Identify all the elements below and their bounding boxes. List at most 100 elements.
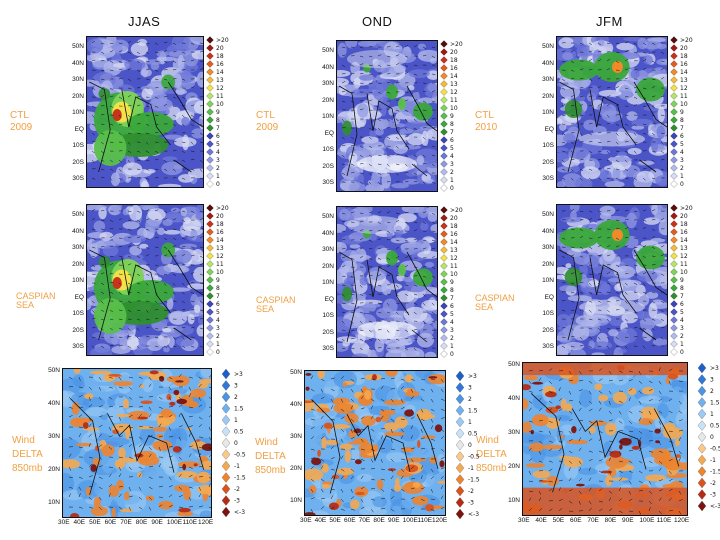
wind-vector bbox=[579, 281, 584, 284]
wind-vector bbox=[558, 398, 563, 402]
legend-swatch bbox=[440, 56, 448, 64]
coastline bbox=[89, 81, 203, 173]
wind-vector bbox=[597, 42, 602, 46]
wind-vector bbox=[651, 150, 656, 153]
legend-label: 5 bbox=[680, 141, 684, 148]
precip-region bbox=[612, 229, 623, 241]
wind-vector bbox=[404, 180, 409, 183]
legend-swatch bbox=[670, 268, 678, 276]
wind-vector bbox=[570, 282, 575, 285]
wind-vector bbox=[368, 163, 372, 167]
wind-vector bbox=[340, 508, 345, 511]
wind-vector bbox=[618, 460, 623, 463]
wind-vector bbox=[377, 64, 382, 67]
latitude-tick-label: 10S bbox=[322, 146, 334, 153]
wind-vector bbox=[181, 263, 186, 266]
wind-vector bbox=[660, 273, 665, 276]
legend-label: -2 bbox=[234, 486, 240, 493]
wind-vector bbox=[422, 118, 427, 121]
wind-vector bbox=[181, 228, 186, 231]
latitude-tick-label: 30N bbox=[290, 433, 302, 440]
wind-vector bbox=[588, 177, 592, 181]
latitude-tick-label: 20N bbox=[290, 465, 302, 472]
wind-vector bbox=[615, 309, 620, 311]
wind-vector bbox=[538, 450, 541, 455]
wind-vector bbox=[118, 42, 123, 44]
wind-cell bbox=[372, 496, 387, 508]
legend-swatch bbox=[221, 449, 231, 460]
wind-vector bbox=[145, 177, 150, 180]
wind-vector bbox=[410, 388, 414, 393]
wind-vector bbox=[199, 255, 203, 258]
legend-swatch bbox=[206, 92, 214, 100]
wind-vector bbox=[109, 336, 114, 338]
wind-vector bbox=[561, 132, 566, 136]
wind-vector bbox=[606, 177, 611, 180]
wind-vector bbox=[570, 300, 575, 303]
legend-label: 13 bbox=[450, 247, 458, 254]
wind-cell bbox=[152, 426, 168, 432]
wind-vector bbox=[188, 474, 193, 478]
precip-cell bbox=[557, 147, 569, 153]
wind-vector bbox=[410, 408, 414, 413]
wind-cell bbox=[162, 454, 179, 476]
wind-vector bbox=[570, 49, 575, 53]
wind-vector bbox=[136, 282, 141, 285]
legend-label: 3 bbox=[216, 325, 220, 332]
precip-map-panel bbox=[336, 206, 438, 358]
wind-vector bbox=[208, 506, 211, 509]
wind-vector bbox=[668, 510, 673, 512]
row-label-line: SEA bbox=[475, 302, 494, 312]
wind-vector bbox=[660, 264, 665, 267]
wind-cell bbox=[546, 475, 559, 487]
longitude-tick-label: 50E bbox=[552, 517, 565, 524]
longitude-tick-label: 30E bbox=[58, 519, 70, 526]
wind-vector bbox=[618, 410, 622, 415]
wind-vector bbox=[579, 345, 584, 347]
wind-vector bbox=[136, 177, 141, 179]
wind-vector bbox=[350, 248, 355, 251]
legend-swatch bbox=[440, 302, 448, 310]
wind-vector bbox=[88, 433, 92, 438]
legend-swatch bbox=[670, 148, 678, 156]
wind-vector bbox=[568, 399, 573, 402]
wind-vector bbox=[579, 291, 584, 295]
wind-vector bbox=[178, 404, 183, 408]
wind-vector bbox=[118, 327, 123, 330]
wind-vector bbox=[178, 456, 183, 460]
longitude-tick-label: 60E bbox=[570, 517, 582, 524]
precip-cell bbox=[342, 340, 350, 347]
wind-vector bbox=[109, 281, 114, 284]
wind-legend: >3 3 2 1.5 1 0.5 0 -0.5 -1 -1.5 -2 -3 <-3 bbox=[452, 370, 486, 525]
wind-vector bbox=[561, 273, 566, 277]
wind-vector bbox=[190, 158, 195, 161]
wind-vector bbox=[440, 485, 444, 490]
wind-vector bbox=[558, 498, 563, 502]
legend-label: 8 bbox=[450, 121, 454, 128]
wind-vector bbox=[198, 424, 203, 428]
wind-cell bbox=[525, 462, 546, 468]
precip-cell bbox=[415, 239, 430, 251]
wind-vector bbox=[597, 236, 602, 239]
wind-vector bbox=[386, 91, 391, 94]
legend-swatch bbox=[670, 180, 678, 188]
wind-vector bbox=[118, 291, 122, 295]
wind-vector bbox=[628, 388, 633, 392]
latitude-tick-label: 30S bbox=[72, 343, 84, 350]
wind-vector bbox=[668, 450, 673, 453]
wind-cell bbox=[358, 443, 374, 454]
wind-vector bbox=[199, 141, 203, 143]
wind-vector bbox=[330, 388, 335, 392]
wind-vector bbox=[386, 154, 391, 157]
wind-vector bbox=[570, 69, 575, 72]
wind-vector bbox=[118, 168, 122, 172]
wind-vector bbox=[78, 476, 83, 479]
wind-vector bbox=[341, 265, 346, 268]
wind-vector bbox=[588, 291, 593, 294]
latitude-tick-label: EQ bbox=[74, 125, 84, 133]
wind-vector bbox=[608, 419, 613, 422]
legend-swatch bbox=[670, 276, 678, 284]
wind-vector bbox=[642, 336, 647, 338]
precip-cell bbox=[168, 50, 189, 57]
wind-vector bbox=[198, 493, 202, 498]
